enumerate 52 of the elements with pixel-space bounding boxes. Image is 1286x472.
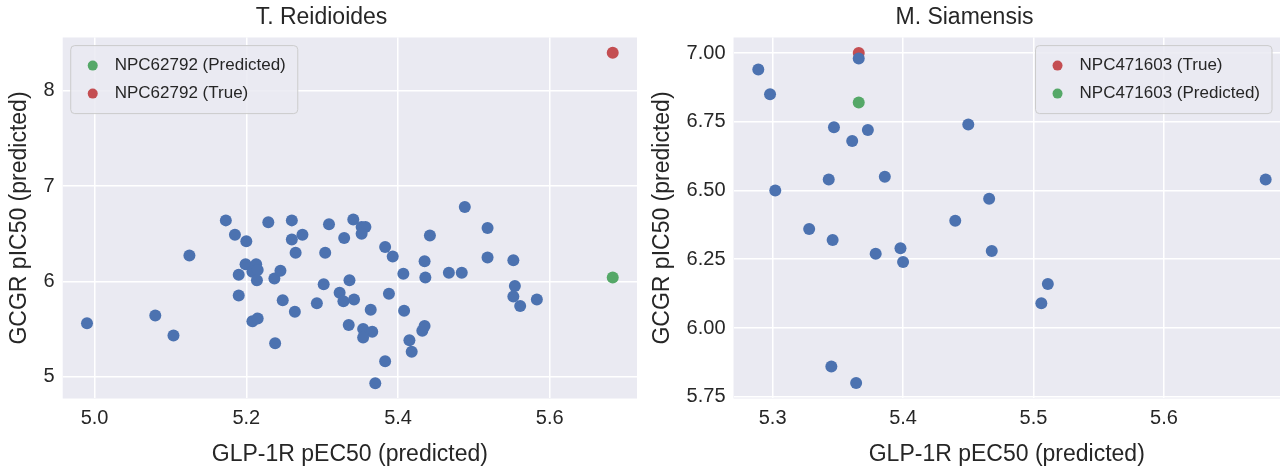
y-tick-label: 6 <box>43 268 55 291</box>
legend-label: NPC62792 (True) <box>114 83 249 103</box>
y-tick-label: 7.00 <box>686 40 726 63</box>
point <box>852 96 865 109</box>
y-tick-label: 6.50 <box>686 178 726 201</box>
point <box>769 184 782 197</box>
point <box>764 88 777 101</box>
y-tick-label: 5.75 <box>686 384 726 407</box>
point <box>878 170 891 183</box>
x-tick-label: 5.2 <box>232 405 261 428</box>
point <box>826 234 839 246</box>
chart-title: T. Reidioides <box>255 3 388 30</box>
point <box>852 52 865 65</box>
point <box>850 377 863 389</box>
point <box>869 247 882 260</box>
x-tick-label: 5.6 <box>535 405 564 428</box>
y-tick-label: 6.00 <box>686 315 726 338</box>
y-axis-title: GCGR pIC50 (predicted) <box>648 91 675 345</box>
legend-label: NPC471603 (True) <box>1079 55 1223 75</box>
x-tick-label: 5.6 <box>1150 405 1178 428</box>
legend-label: NPC62792 (Predicted) <box>114 55 286 75</box>
point <box>803 223 816 235</box>
point <box>1041 278 1054 290</box>
chart-title: M. Siamensis <box>895 3 1034 30</box>
point <box>1259 173 1272 186</box>
point <box>894 242 907 255</box>
x-tick-label: 5.0 <box>80 405 109 428</box>
point <box>897 256 910 268</box>
point <box>1035 297 1048 310</box>
x-tick-label: 5.4 <box>384 405 412 428</box>
x-axis-title: GLP-1R pEC50 (predicted) <box>868 439 1145 466</box>
y-axis-title: GCGR pIC50 (predicted) <box>5 91 32 345</box>
x-tick-label: 5.3 <box>758 405 787 428</box>
y-tick-label: 6.25 <box>686 246 726 269</box>
x-tick-label: 5.4 <box>889 405 917 428</box>
point <box>861 124 874 136</box>
point <box>962 118 975 131</box>
point <box>983 192 996 205</box>
legend-label: NPC471603 (Predicted) <box>1079 83 1260 103</box>
point <box>985 245 998 257</box>
point <box>822 173 835 186</box>
point <box>949 214 962 227</box>
y-tick-label: 7 <box>43 173 55 196</box>
y-tick-label: 8 <box>43 78 55 101</box>
point <box>825 360 838 373</box>
point <box>846 135 859 147</box>
point <box>827 121 840 134</box>
y-tick-label: 5 <box>43 364 55 387</box>
y-tick-label: 6.75 <box>686 109 726 132</box>
point <box>752 63 765 76</box>
x-axis-title: GLP-1R pEC50 (predicted) <box>211 439 488 466</box>
x-tick-label: 5.5 <box>1019 405 1048 428</box>
